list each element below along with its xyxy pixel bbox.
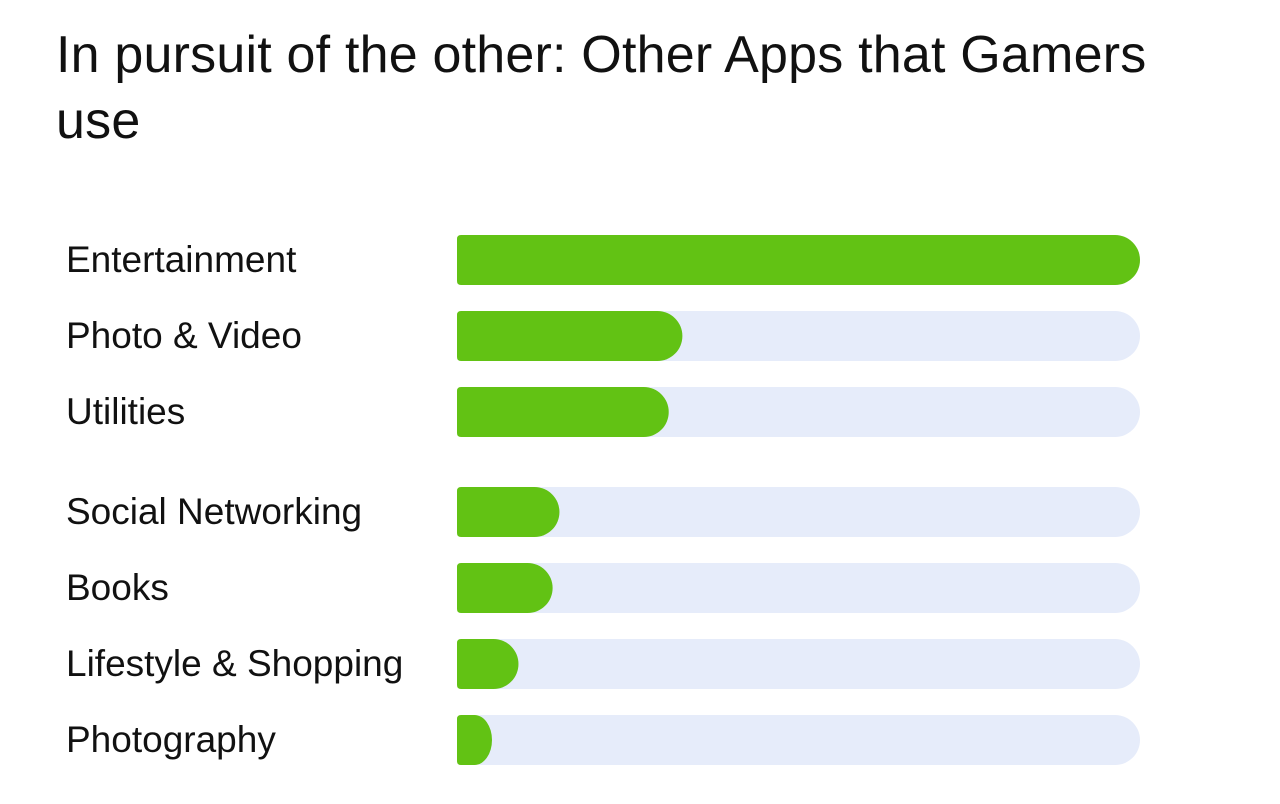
bar-track <box>457 639 1140 689</box>
chart-title: In pursuit of the other: Other Apps that… <box>56 26 1147 150</box>
bar-track <box>457 487 1140 537</box>
bar-track <box>457 563 1140 613</box>
bar-books <box>457 563 553 613</box>
category-label: Entertainment <box>66 239 297 280</box>
category-label: Photo & Video <box>66 315 302 356</box>
bar-photography <box>457 715 492 765</box>
bar-photo-video <box>457 311 683 361</box>
category-label: Lifestyle & Shopping <box>66 643 403 684</box>
category-label: Photography <box>66 719 276 760</box>
bar-utilities <box>457 387 669 437</box>
bar-track <box>457 715 1140 765</box>
bar-social-networking <box>457 487 560 537</box>
category-label: Social Networking <box>66 491 362 532</box>
bar-entertainment <box>457 235 1140 285</box>
category-label: Utilities <box>66 391 185 432</box>
bar-lifestyle-shopping <box>457 639 519 689</box>
category-label: Books <box>66 567 169 608</box>
